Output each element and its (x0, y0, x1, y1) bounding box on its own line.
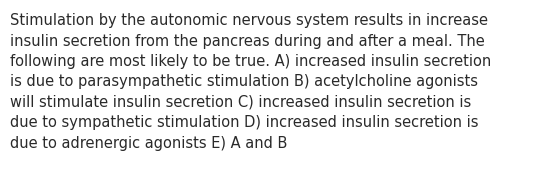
Text: Stimulation by the autonomic nervous system results in increase
insulin secretio: Stimulation by the autonomic nervous sys… (10, 13, 491, 151)
